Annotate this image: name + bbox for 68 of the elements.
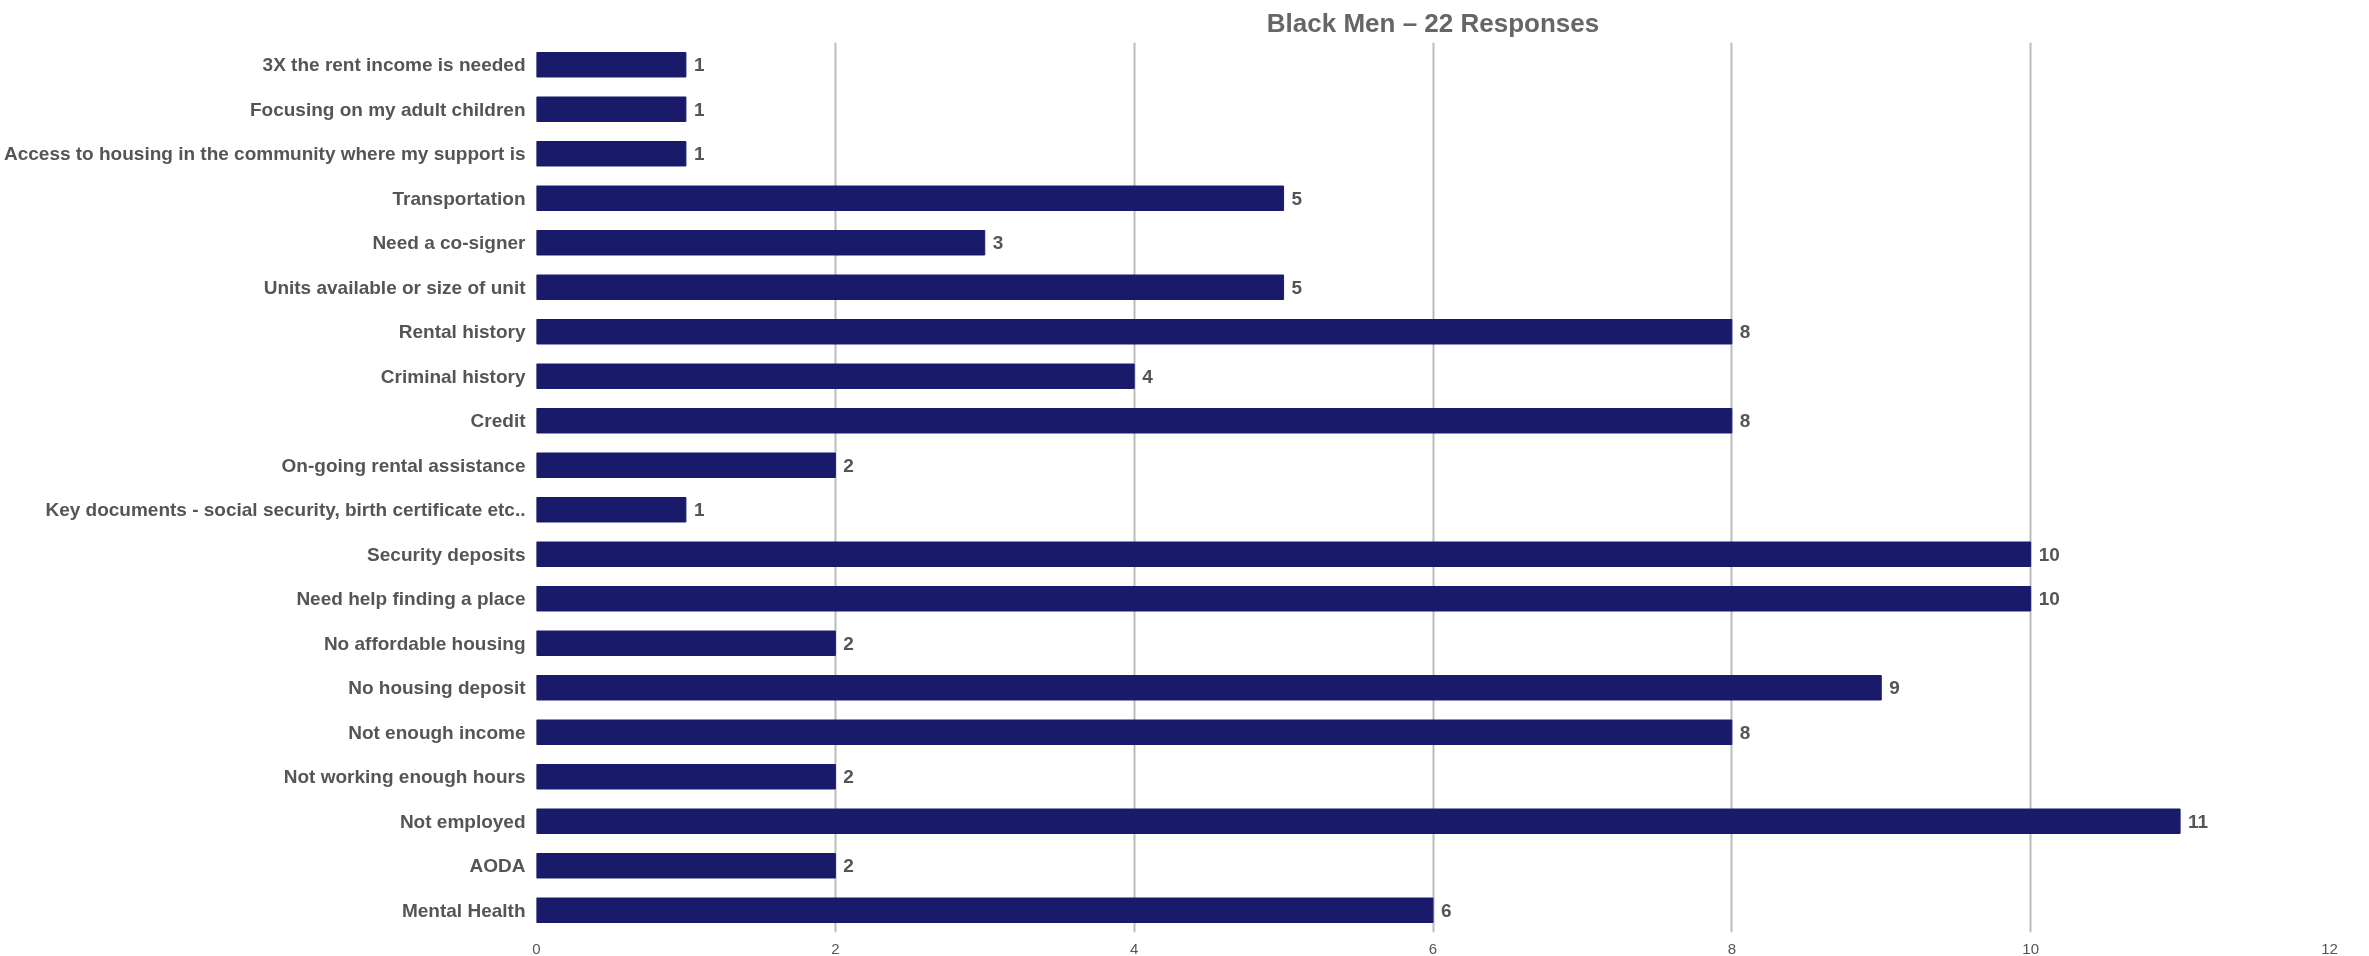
y-tick-label: Access to housing in the community where my support is [3, 143, 526, 165]
bar [536, 96, 687, 122]
data-label: 8 [1739, 410, 1751, 432]
y-tick-label: Focusing on my adult children [249, 98, 526, 120]
y-tick-label: Not working enough hours [283, 766, 526, 788]
y-tick-label: AODA [469, 855, 526, 877]
bar [536, 764, 836, 790]
data-label: 9 [1889, 677, 1900, 699]
data-label: 1 [693, 54, 705, 76]
bar [536, 274, 1285, 300]
data-label: 1 [693, 98, 705, 120]
data-label: 5 [1291, 187, 1303, 209]
bar [536, 719, 1733, 745]
bar [536, 452, 836, 478]
y-tick-label: Criminal history [380, 365, 526, 387]
bar [536, 541, 2032, 567]
data-label: 2 [843, 855, 854, 877]
data-label: 10 [2038, 543, 2060, 565]
data-label: 4 [1142, 365, 1154, 387]
y-tick-label: Mental Health [401, 899, 526, 921]
bar [536, 808, 2181, 834]
data-label: 8 [1739, 321, 1751, 343]
bar [536, 141, 687, 167]
y-tick-label: 3X the rent income is needed [262, 54, 526, 76]
data-label: 1 [693, 143, 705, 165]
data-label: 1 [693, 499, 705, 521]
y-tick-label: Not enough income [348, 721, 526, 743]
x-tick-label: 0 [532, 939, 541, 956]
y-tick-label: Need a co-signer [372, 232, 527, 254]
x-tick-label: 8 [1727, 939, 1737, 956]
data-label: 10 [2038, 588, 2060, 610]
bar [536, 408, 1733, 434]
bar [536, 586, 2032, 612]
data-label: 2 [843, 454, 854, 476]
bar [536, 897, 1434, 923]
bar [536, 675, 1882, 701]
y-tick-label: Not employed [399, 810, 526, 832]
y-tick-label: Credit [470, 410, 527, 432]
bar [536, 230, 986, 256]
bar [536, 497, 687, 523]
y-tick-label: On-going rental assistance [281, 454, 526, 476]
x-tick-label: 10 [2022, 939, 2040, 956]
x-tick-label: 2 [831, 939, 840, 956]
bar [536, 363, 1135, 389]
data-label: 3 [992, 232, 1004, 254]
y-tick-label: No housing deposit [348, 677, 527, 699]
bar [536, 853, 836, 879]
data-label: 8 [1739, 721, 1751, 743]
y-tick-label: Transportation [392, 187, 526, 209]
bar [536, 319, 1733, 345]
y-tick-label: Need help finding a place [296, 588, 526, 610]
bar [536, 52, 687, 78]
chart-title: Black Men – 22 Responses [1266, 7, 1600, 38]
data-label: 5 [1291, 276, 1303, 298]
data-label: 2 [843, 766, 854, 788]
y-tick-label: Key documents - social security, birth certificate etc.. [45, 499, 526, 521]
bar [536, 630, 836, 656]
y-tick-label: No affordable housing [323, 632, 526, 654]
x-tick-label: 6 [1428, 939, 1438, 956]
data-label: 2 [843, 632, 854, 654]
y-tick-label: Rental history [398, 321, 526, 343]
data-label: 11 [2188, 810, 2209, 832]
bar [536, 185, 1285, 211]
x-tick-label: 12 [2321, 939, 2338, 956]
data-label: 6 [1441, 899, 1452, 921]
x-tick-label: 4 [1130, 939, 1139, 956]
y-tick-label: Units available or size of unit [263, 276, 527, 298]
y-tick-label: Security deposits [367, 543, 526, 565]
